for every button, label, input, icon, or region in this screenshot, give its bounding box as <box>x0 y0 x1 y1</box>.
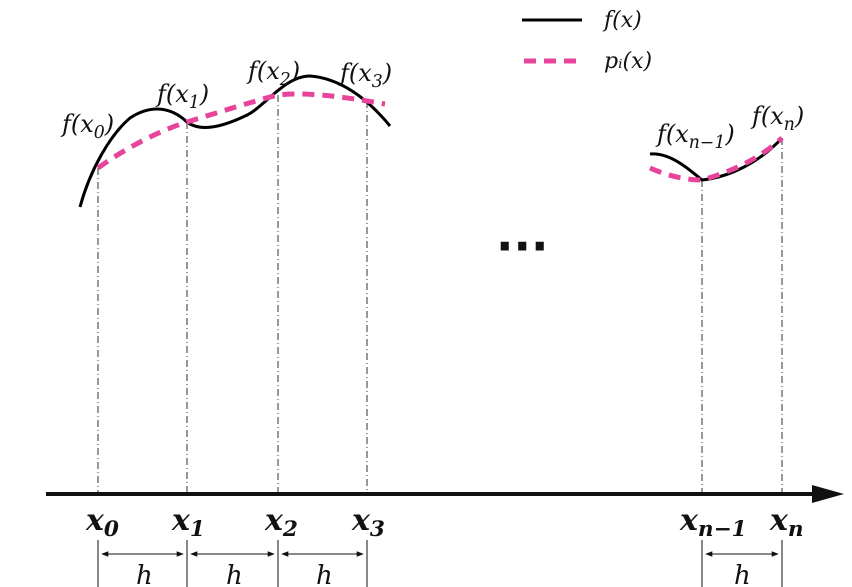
step-label-2: h <box>226 561 243 587</box>
label-f-x0: f(x0) <box>60 110 114 143</box>
x-axis-arrowhead <box>812 485 844 503</box>
tick-xn: xn <box>769 503 804 542</box>
tick-xn1: xn−1 <box>679 503 747 542</box>
label-f-x3: f(x3) <box>338 59 392 92</box>
tick-x1: x1 <box>171 503 205 542</box>
tick-x3: x3 <box>351 503 385 542</box>
step-labels: h h h h <box>136 561 751 587</box>
label-f-xn1: f(xn−1) <box>655 120 735 153</box>
legend: f(x) pᵢ(x) <box>522 8 652 74</box>
step-label-3: h <box>316 561 333 587</box>
axis-tick-labels: x0 x1 x2 x3 xn−1 xn <box>85 503 804 542</box>
tick-x2: x2 <box>264 503 298 542</box>
label-f-xn: f(xn) <box>750 102 804 135</box>
function-curve-left <box>78 74 392 208</box>
function-curve-right <box>649 136 784 182</box>
ellipsis: ··· <box>496 219 548 273</box>
vertical-guides <box>97 95 783 494</box>
point-labels: f(x0) f(x1) f(x2) f(x3) f(xn−1) f(xn) <box>60 57 804 153</box>
legend-f-label: f(x) <box>602 8 642 33</box>
x-axis <box>46 485 844 503</box>
tick-x0: x0 <box>85 503 119 542</box>
step-label-n: h <box>734 561 751 587</box>
legend-p-label: pᵢ(x) <box>604 49 652 74</box>
label-f-x1: f(x1) <box>155 80 209 113</box>
interpolant-curve-left <box>96 91 386 171</box>
step-markers <box>97 540 783 587</box>
label-f-x2: f(x2) <box>246 57 300 90</box>
step-label-1: h <box>136 561 153 587</box>
